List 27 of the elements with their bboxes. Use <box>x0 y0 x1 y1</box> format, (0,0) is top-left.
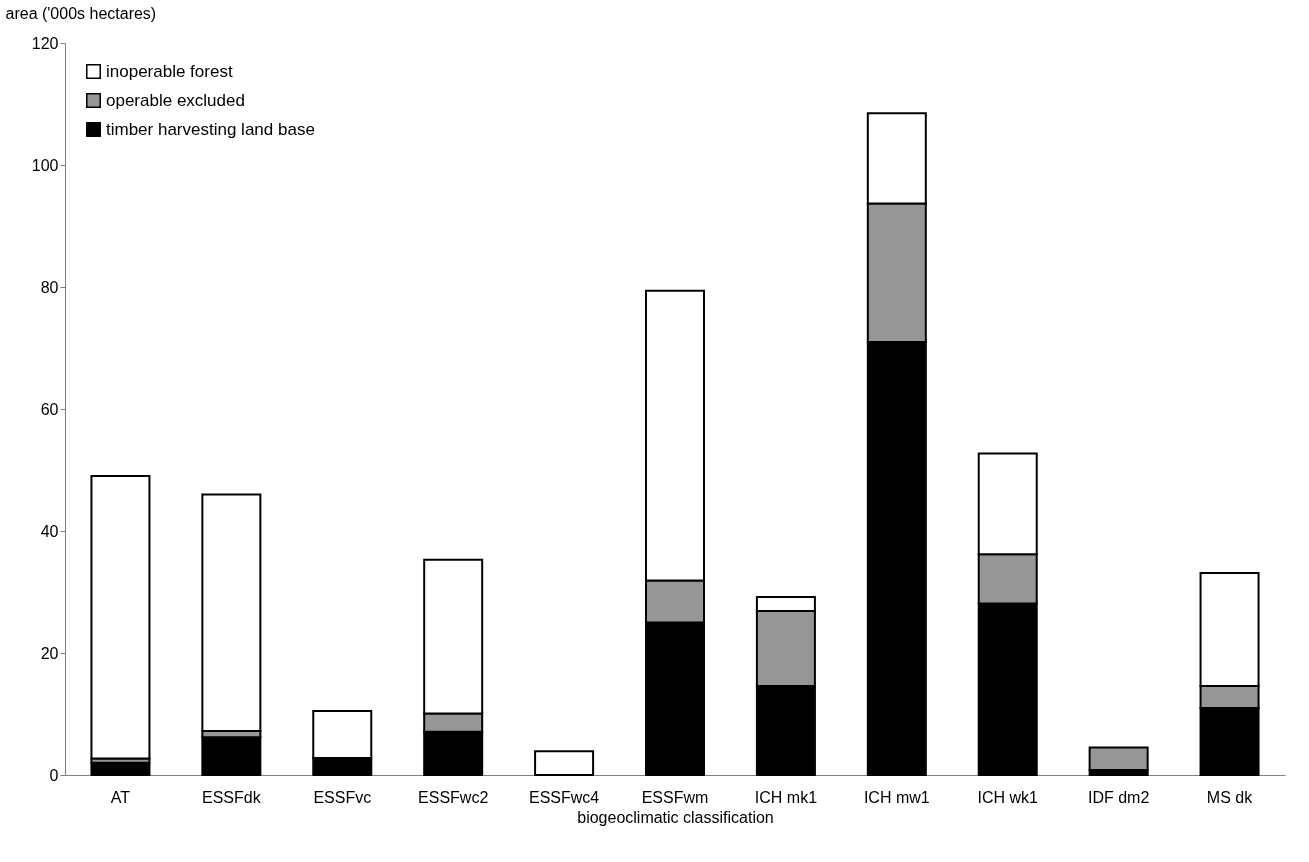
y-tick-label: 0 <box>49 766 59 784</box>
y-tick-label: 100 <box>31 156 59 174</box>
x-tick-label: ICH mw1 <box>863 788 930 806</box>
legend-label: inoperable forest <box>106 61 233 81</box>
bar <box>201 736 262 776</box>
x-tick-label: ESSFwm <box>641 788 709 806</box>
y-tick-label: 120 <box>31 34 59 52</box>
y-tick-label: 20 <box>40 644 59 662</box>
legend-label: timber harvesting land base <box>106 119 315 139</box>
bar <box>1088 746 1149 772</box>
x-tick-label: ICH wk1 <box>977 788 1039 806</box>
x-tick-label: AT <box>110 788 131 806</box>
y-tick-label: 80 <box>40 278 59 296</box>
x-tick-label: IDF dm2 <box>1087 788 1150 806</box>
x-tick-label: ICH mk1 <box>754 788 818 806</box>
x-tick-label: ESSFwc2 <box>418 788 489 806</box>
bar <box>534 750 595 776</box>
y-tick-label: 40 <box>40 522 59 540</box>
y-axis-title: area ('000s hectares) <box>5 4 157 22</box>
x-tick-label: ESSFdk <box>202 788 262 806</box>
y-tick-label: 60 <box>40 400 59 418</box>
x-tick-label: ESSFwc4 <box>528 788 600 806</box>
x-tick-label: MS dk <box>1206 788 1254 806</box>
x-axis-title: biogeoclimatic classification <box>577 808 774 826</box>
legend-label: operable excluded <box>106 90 245 110</box>
bar <box>90 475 151 760</box>
x-tick-label: ESSFvc <box>313 788 372 806</box>
